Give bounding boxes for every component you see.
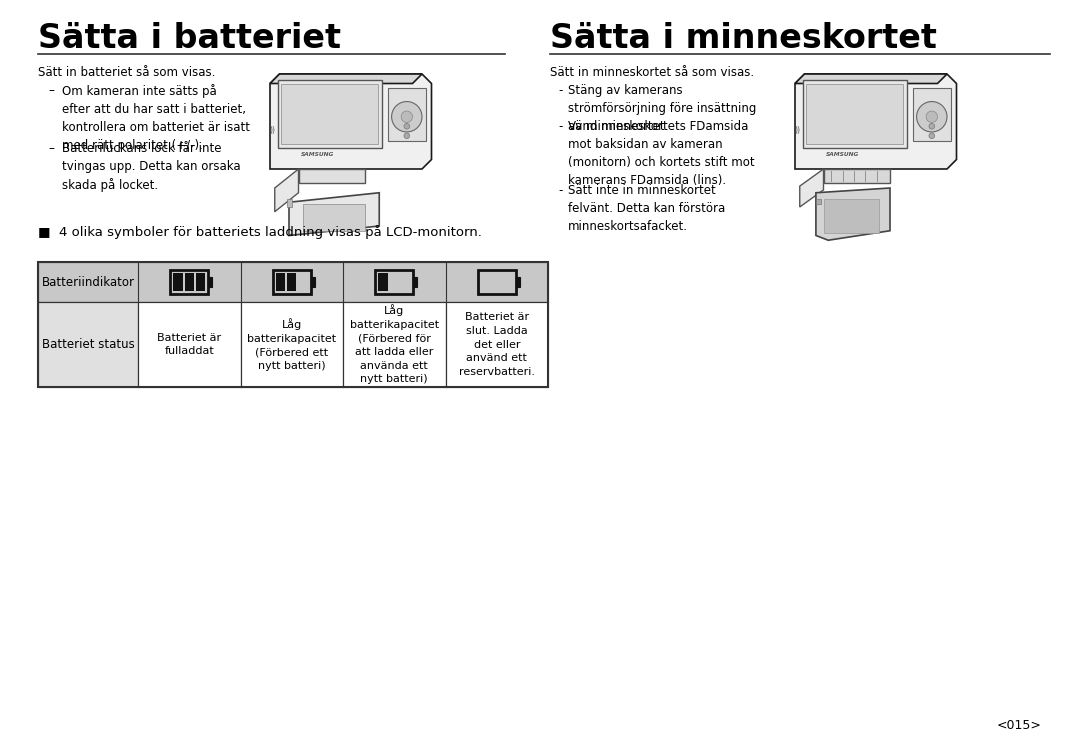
Bar	[208, 277, 213, 287]
Polygon shape	[289, 193, 379, 235]
Bar	[287, 273, 296, 291]
Circle shape	[404, 133, 409, 138]
Text: Batteriindikator: Batteriindikator	[41, 275, 135, 289]
Polygon shape	[815, 188, 890, 240]
Text: -: -	[558, 184, 563, 197]
Polygon shape	[274, 169, 298, 212]
Bar	[913, 88, 950, 141]
Text: -: -	[558, 120, 563, 133]
Text: Sätta i batteriet: Sätta i batteriet	[38, 22, 341, 55]
Circle shape	[917, 102, 947, 132]
Text: Vänd minneskortets FDamsida
mot baksidan av kameran
(monitorn) och kortets stift: Vänd minneskortets FDamsida mot baksidan…	[568, 120, 755, 187]
Text: Batteriluckans lock får inte
tvingas upp. Detta kan orsaka
skada på locket.: Batteriluckans lock får inte tvingas upp…	[62, 142, 241, 193]
Circle shape	[926, 111, 937, 123]
Text: Sätta i minneskortet: Sätta i minneskortet	[550, 22, 936, 55]
Polygon shape	[298, 169, 365, 183]
Bar	[171, 270, 208, 294]
Bar	[241, 302, 343, 387]
Bar	[38, 262, 548, 387]
Circle shape	[929, 123, 934, 129]
Bar	[303, 204, 365, 231]
Bar	[185, 273, 194, 291]
Polygon shape	[795, 74, 947, 83]
Bar	[477, 270, 516, 294]
Text: Sätt inte in minneskortet
felvänt. Detta kan förstöra
minneskortsafacket.: Sätt inte in minneskortet felvänt. Detta…	[568, 184, 726, 233]
Bar	[173, 273, 183, 291]
Text: Stäng av kamerans
strömförsörjning före insättning
av minneskortet.: Stäng av kamerans strömförsörjning före …	[568, 84, 756, 133]
Text: SAMSUNG: SAMSUNG	[826, 152, 860, 157]
Bar	[278, 80, 382, 148]
Circle shape	[929, 133, 934, 138]
Bar	[388, 88, 426, 141]
Bar	[802, 80, 907, 148]
Text: Batteriet är
slut. Ladda
det eller
använd ett
reservbatteri.: Batteriet är slut. Ladda det eller använ…	[459, 312, 535, 377]
Text: –: –	[48, 84, 54, 97]
Bar	[273, 270, 311, 294]
Text: Batteriet är
fulladdat: Batteriet är fulladdat	[158, 332, 221, 356]
Bar	[815, 199, 821, 204]
Text: )): ))	[795, 126, 801, 135]
Bar	[275, 273, 285, 291]
Bar	[516, 277, 519, 287]
Text: –: –	[48, 142, 54, 155]
Text: Batteriet status: Batteriet status	[42, 338, 134, 351]
Bar	[378, 273, 388, 291]
Bar	[38, 262, 548, 302]
Text: Låg
batterikapacitet
(Förbered ett
nytt batteri): Låg batterikapacitet (Förbered ett nytt …	[247, 318, 336, 371]
Bar	[446, 302, 548, 387]
Bar	[195, 273, 205, 291]
Text: SAMSUNG: SAMSUNG	[301, 152, 334, 157]
Polygon shape	[270, 74, 422, 83]
Text: )): ))	[270, 126, 275, 135]
Bar	[343, 302, 446, 387]
Text: <015>: <015>	[997, 719, 1042, 732]
Circle shape	[404, 123, 409, 129]
Polygon shape	[824, 169, 890, 183]
Bar	[138, 302, 241, 387]
Text: ■  4 olika symboler för batteriets laddning visas på LCD-monitorn.: ■ 4 olika symboler för batteriets laddni…	[38, 225, 482, 239]
Circle shape	[401, 111, 413, 123]
Bar	[414, 277, 417, 287]
Bar	[282, 83, 378, 144]
Circle shape	[392, 102, 422, 132]
Bar	[38, 302, 138, 387]
Bar	[311, 277, 314, 287]
Bar	[807, 83, 903, 144]
Bar	[375, 270, 414, 294]
Text: Om kameran inte sätts på
efter att du har satt i batteriet,
kontrollera om batte: Om kameran inte sätts på efter att du ha…	[62, 84, 249, 152]
Text: Låg
batterikapacitet
(Förbered för
att ladda eller
använda ett
nytt batteri): Låg batterikapacitet (Förbered för att l…	[350, 305, 438, 384]
Text: Sätt in minneskortet så som visas.: Sätt in minneskortet så som visas.	[550, 66, 754, 79]
Text: -: -	[558, 84, 563, 97]
Polygon shape	[270, 74, 432, 169]
Bar	[824, 199, 879, 232]
Polygon shape	[795, 74, 957, 169]
Text: Sätt in batteriet så som visas.: Sätt in batteriet så som visas.	[38, 66, 215, 79]
Bar	[287, 199, 292, 207]
Polygon shape	[800, 169, 824, 207]
